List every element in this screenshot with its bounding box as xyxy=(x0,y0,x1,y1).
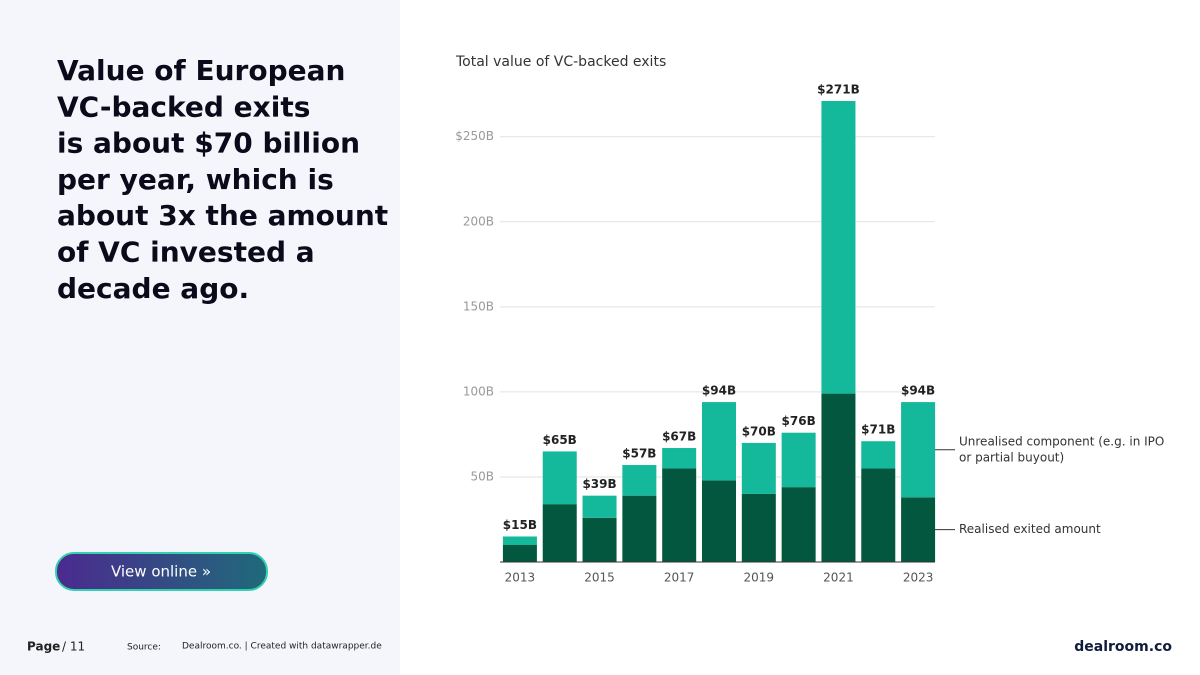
heading-line: per year, which is xyxy=(57,163,334,196)
bar-segment xyxy=(702,480,736,562)
bar-segment xyxy=(542,504,577,562)
logo: dealroom.co xyxy=(1074,639,1172,655)
heading-line: is about $70 billion xyxy=(57,127,360,160)
page-label: Page xyxy=(27,640,60,654)
y-tick-label: 100B xyxy=(463,384,494,398)
total-label: $67B xyxy=(662,430,696,444)
legend-line: Unrealised component (e.g. in IPO xyxy=(959,434,1164,448)
y-tick-label: $250B xyxy=(455,129,494,143)
bar-segment xyxy=(502,544,537,562)
view-online-button[interactable] xyxy=(55,552,268,591)
x-tick-label: 2019 xyxy=(744,571,775,585)
bar-segment xyxy=(702,402,736,481)
legend-label: Unrealised component (e.g. in IPO or part… xyxy=(959,434,1164,464)
total-label: $57B xyxy=(622,447,656,461)
chart-title: Total value of VC-backed exits xyxy=(455,54,666,70)
total-label: $39B xyxy=(582,477,616,491)
bar-segment xyxy=(781,487,816,562)
x-tick-label: 2013 xyxy=(505,571,536,585)
y-tick-label: 200B xyxy=(463,214,494,228)
bar-segment xyxy=(781,432,816,488)
source-label: Source: xyxy=(127,643,161,653)
total-label: $94B xyxy=(702,384,736,398)
bar-segment xyxy=(861,441,896,469)
page-count: / 11 xyxy=(62,640,85,654)
total-label: $271B xyxy=(817,83,860,97)
total-label: $71B xyxy=(861,423,895,437)
source: Dealroom.co. | Created with datawrapper.… xyxy=(182,642,382,652)
total-label: $76B xyxy=(782,414,816,428)
bar-segment xyxy=(821,101,856,394)
total-label: $94B xyxy=(901,384,935,398)
heading-line: decade ago. xyxy=(57,272,249,305)
heading-line: Value of European xyxy=(57,54,345,87)
bar-segment xyxy=(662,468,697,562)
x-tick-label: 2023 xyxy=(903,571,934,585)
heading-line: VC-backed exits xyxy=(57,90,310,123)
total-label: $65B xyxy=(543,433,577,447)
bar-segment xyxy=(901,497,936,562)
bar-segment xyxy=(741,493,776,562)
bar-segment xyxy=(861,468,896,562)
heading-line: about 3x the amount xyxy=(57,199,388,232)
legend-line: or partial buyout) xyxy=(959,450,1064,464)
y-tick-label: 50B xyxy=(470,469,494,483)
bar-segment xyxy=(662,448,697,469)
legend-label: Realised exited amount xyxy=(959,522,1101,536)
x-tick-label: 2015 xyxy=(584,571,615,585)
bar-segment xyxy=(741,442,776,494)
x-tick-label: 2021 xyxy=(823,571,854,585)
bar-segment xyxy=(582,495,617,518)
bar-segment xyxy=(622,465,657,496)
bar-segment xyxy=(582,517,617,562)
bar-segment xyxy=(622,495,657,562)
total-label: $15B xyxy=(503,518,537,532)
bar-segment xyxy=(502,536,537,545)
x-tick-label: 2017 xyxy=(664,571,695,585)
total-label: $70B xyxy=(742,424,776,438)
y-tick-label: 150B xyxy=(463,299,494,313)
bar-segment xyxy=(542,451,577,505)
heading-line: of VC invested a xyxy=(57,236,315,269)
bar-segment xyxy=(901,402,936,498)
button-label[interactable]: View online » xyxy=(111,563,211,581)
bar-segment xyxy=(821,393,856,562)
